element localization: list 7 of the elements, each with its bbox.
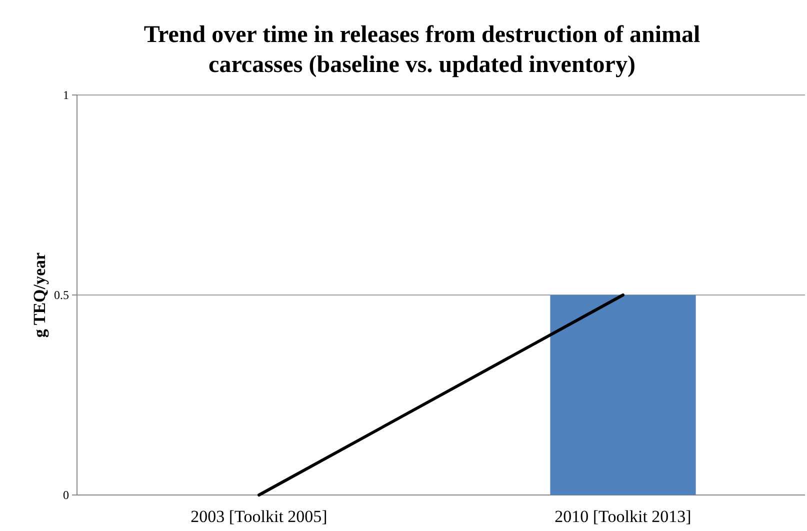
chart-title: Trend over time in releases from destruction of animal carcasses (baseline vs. updated inventory)	[144, 22, 701, 78]
y-tick-label: 0.5	[54, 288, 69, 302]
y-axis-title: g TEQ/year	[30, 252, 49, 338]
y-tick-label: 0	[63, 488, 69, 502]
y-tick-label: 1	[63, 88, 69, 102]
x-tick-label: 2010 [Toolkit 2013]	[554, 507, 692, 526]
x-tick-label: 2003 [Toolkit 2005]	[190, 507, 328, 526]
